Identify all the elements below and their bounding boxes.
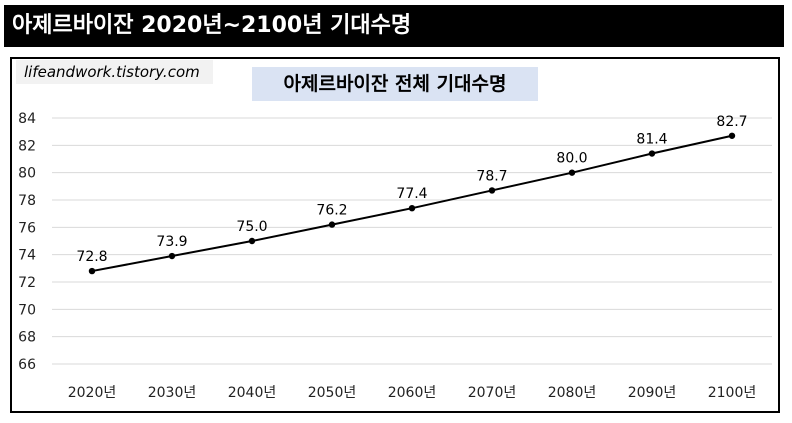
x-tick-label: 2070년 [468,385,517,401]
data-labels: 72.8 73.9 75.0 76.2 77.4 78.7 80.0 81.4 82.7 [76,114,747,265]
x-tick-label: 2100년 [708,385,757,401]
source-label: lifeandwork.tistory.com [16,60,213,84]
gridlines [52,117,772,365]
x-tick-label: 2040년 [228,385,277,401]
y-tick-label: 80 [18,166,36,182]
x-tick-label: 2060년 [388,385,437,401]
data-point [488,187,496,194]
data-label: 82.7 [716,114,747,130]
x-axis: 2020년 2030년 2040년 2050년 2060년 2070년 2080년 2090년… [68,385,757,401]
y-tick-label: 76 [18,220,36,236]
data-label: 76.2 [316,203,347,219]
y-tick-label: 72 [18,275,36,291]
x-tick-label: 2020년 [68,385,117,401]
y-tick-label: 78 [18,193,36,209]
y-tick-label: 74 [18,248,36,264]
y-tick-label: 82 [18,138,36,154]
data-point [648,150,656,157]
data-point [248,237,256,245]
data-point [88,267,96,275]
data-label: 81.4 [636,132,667,148]
page-title: 아제르바이잔 2020년~2100년 기대수명 [4,5,784,47]
data-label: 78.7 [476,168,507,184]
y-tick-label: 68 [18,330,36,346]
data-point [568,169,576,176]
x-tick-label: 2050년 [308,385,357,401]
x-tick-label: 2090년 [628,385,677,401]
y-tick-label: 84 [18,111,36,127]
y-axis: 66 68 70 72 74 76 78 80 82 84 [18,111,36,373]
series-line [91,134,733,273]
data-label: 80.0 [556,151,587,167]
data-label: 73.9 [156,234,187,250]
series-line-group [91,134,733,273]
data-point [328,221,336,228]
data-point [728,132,736,139]
x-tick-label: 2080년 [548,385,597,401]
data-point [168,252,176,260]
data-label: 75.0 [236,219,267,235]
data-label: 77.4 [396,186,427,202]
data-label: 72.8 [76,249,107,265]
y-tick-label: 66 [18,357,36,373]
y-tick-label: 70 [18,302,36,318]
chart-title: 아제르바이잔 전체 기대수명 [252,67,538,101]
data-points [88,132,736,275]
x-tick-label: 2030년 [148,385,197,401]
chart-frame [10,57,780,413]
data-point [408,205,416,212]
